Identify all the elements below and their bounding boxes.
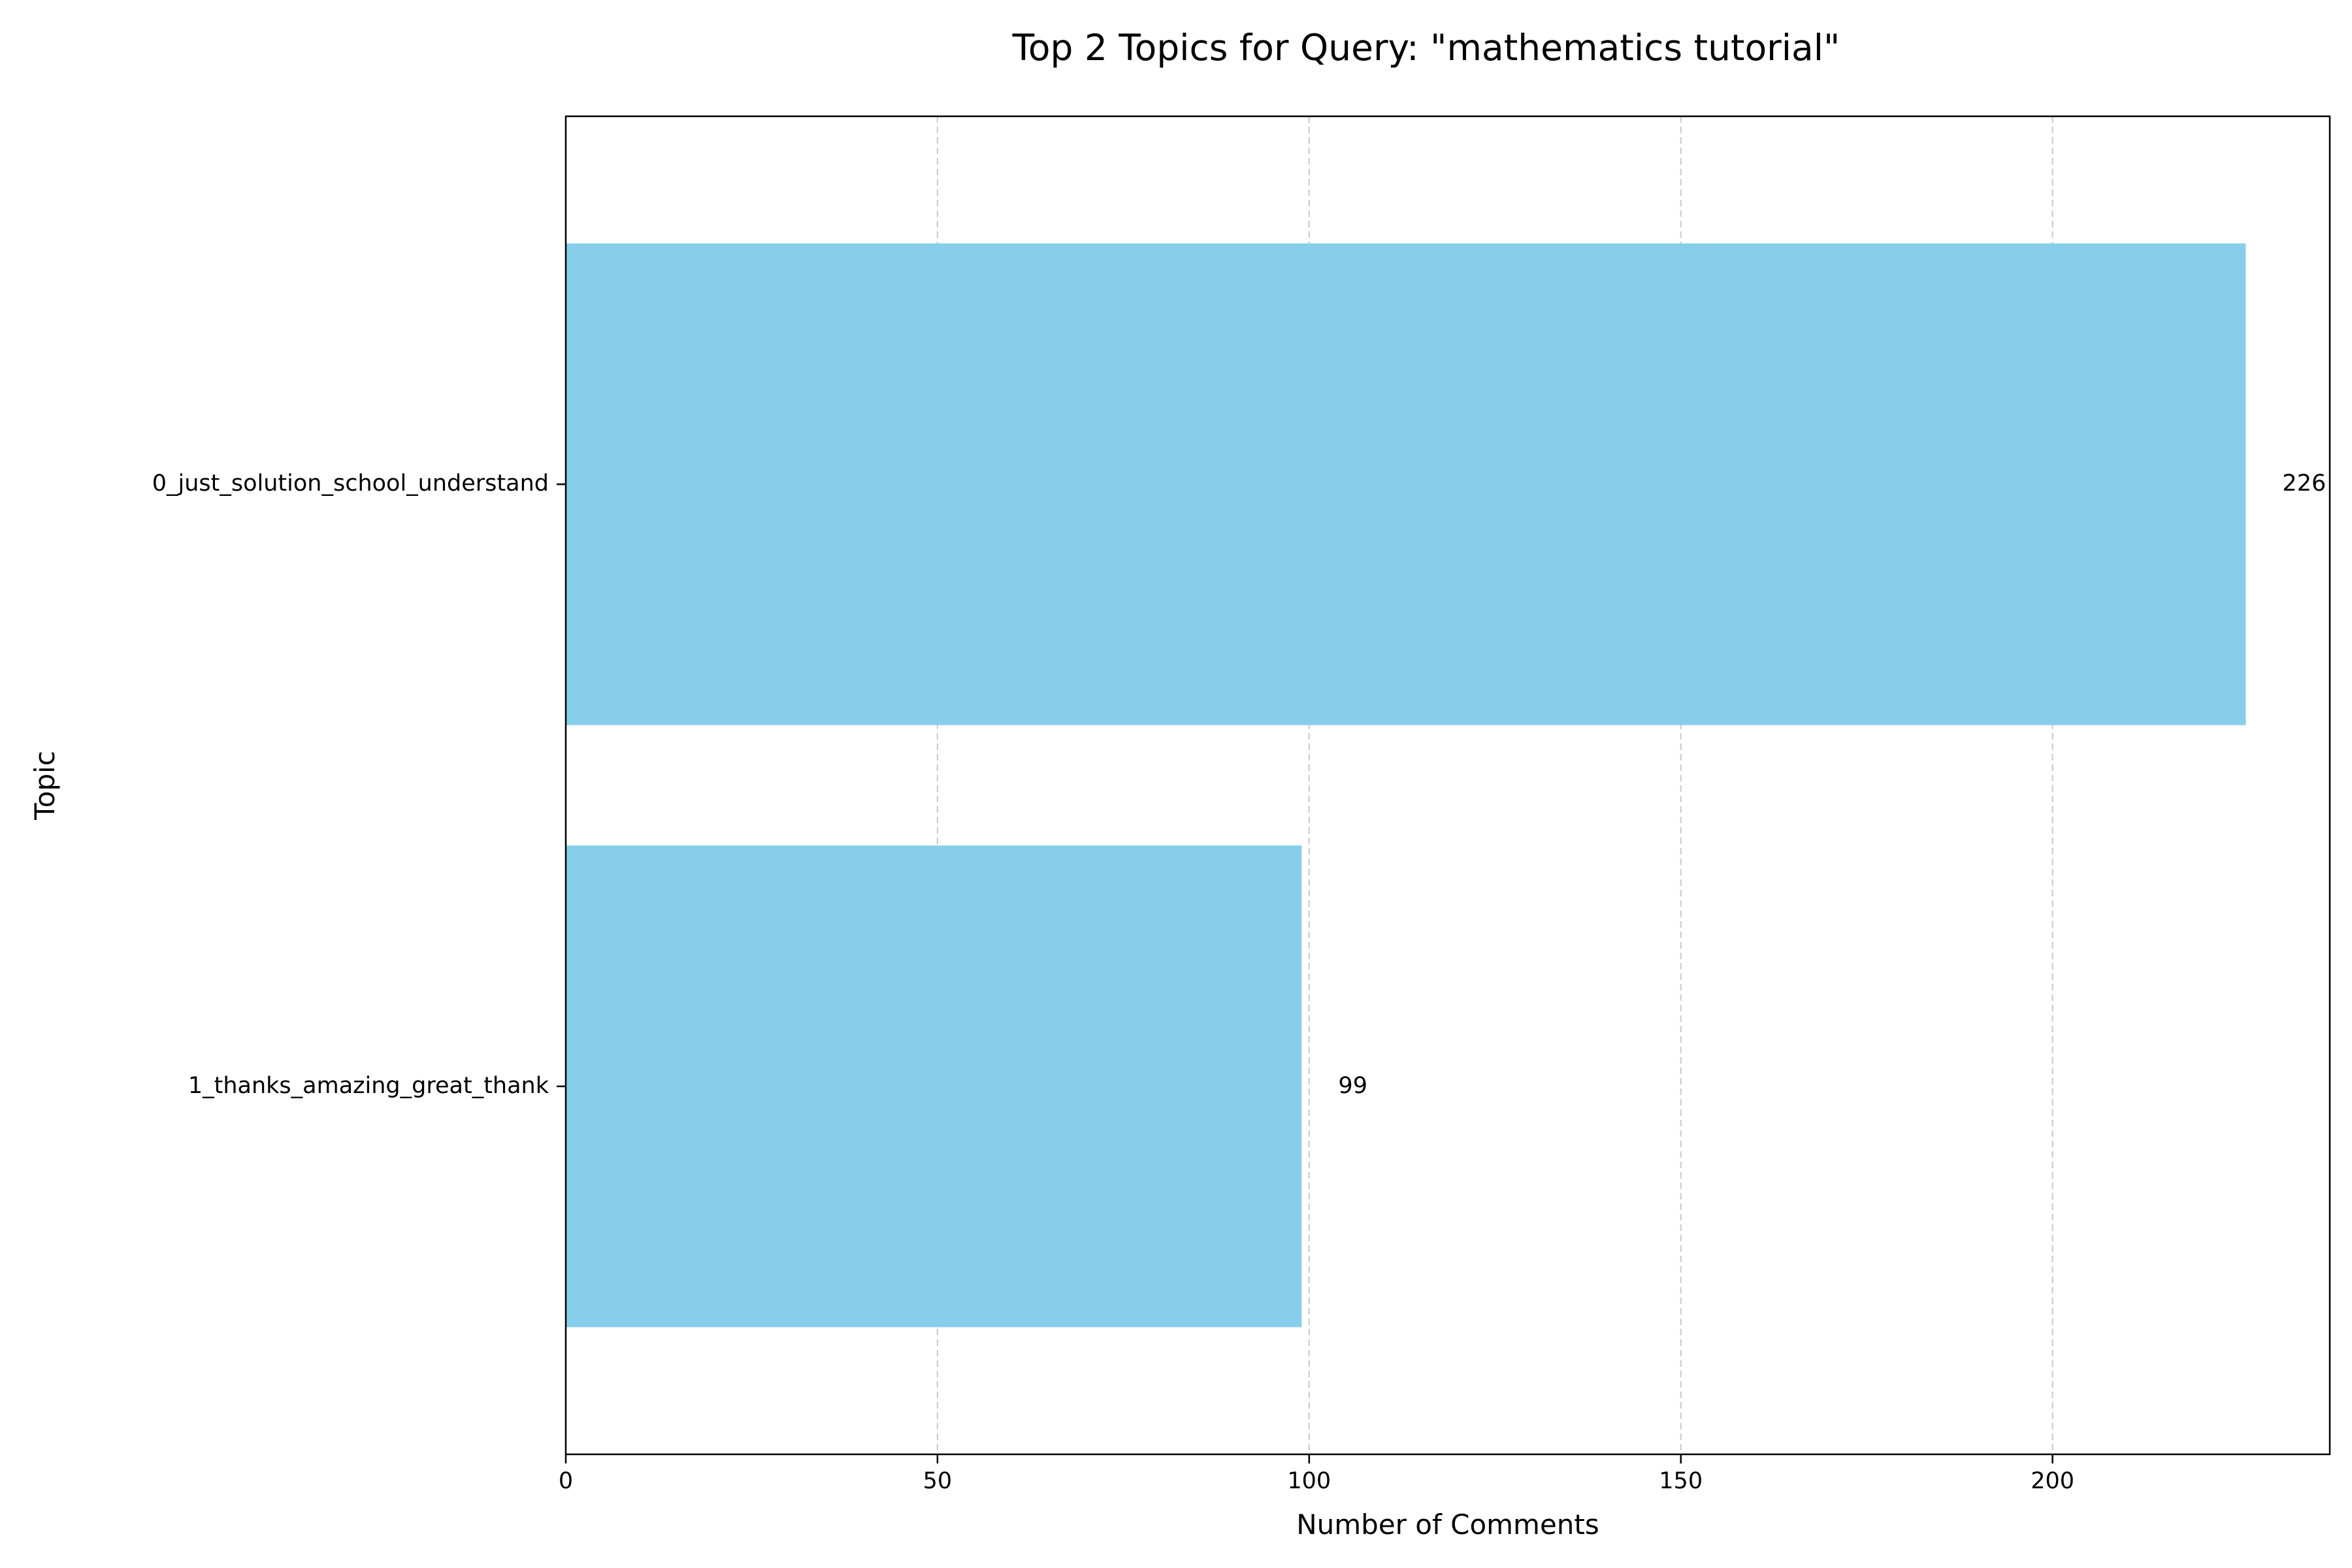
data-labels: 226 99 [1338,470,2326,1099]
x-axis-label: Number of Comments [1296,1509,1599,1541]
data-label-1: 99 [1338,1073,1367,1099]
y-axis-label: Topic [29,751,61,821]
x-tick-label-3: 150 [1659,1468,1703,1494]
x-tick-label-1: 50 [923,1468,953,1494]
x-tick-label-2: 100 [1287,1468,1331,1494]
bar-1 [566,845,1302,1328]
x-tick-label-4: 200 [2031,1468,2074,1494]
bars [566,243,2246,1328]
x-tick-label-0: 0 [559,1468,573,1494]
plot-area-frame [564,115,2331,1456]
data-label-0: 226 [2282,470,2326,497]
x-axis-ticks: 0 50 100 150 200 [559,1454,2074,1494]
bar-0 [566,243,2246,725]
y-axis-ticks: 0_just_solution_school_understand 1_thank… [152,470,566,1099]
y-tick-label-0: 0_just_solution_school_understand [152,470,549,497]
chart-title: Top 2 Topics for Query: "mathematics tut… [1012,27,1840,69]
y-tick-label-1: 1_thanks_amazing_great_thank [188,1073,549,1099]
